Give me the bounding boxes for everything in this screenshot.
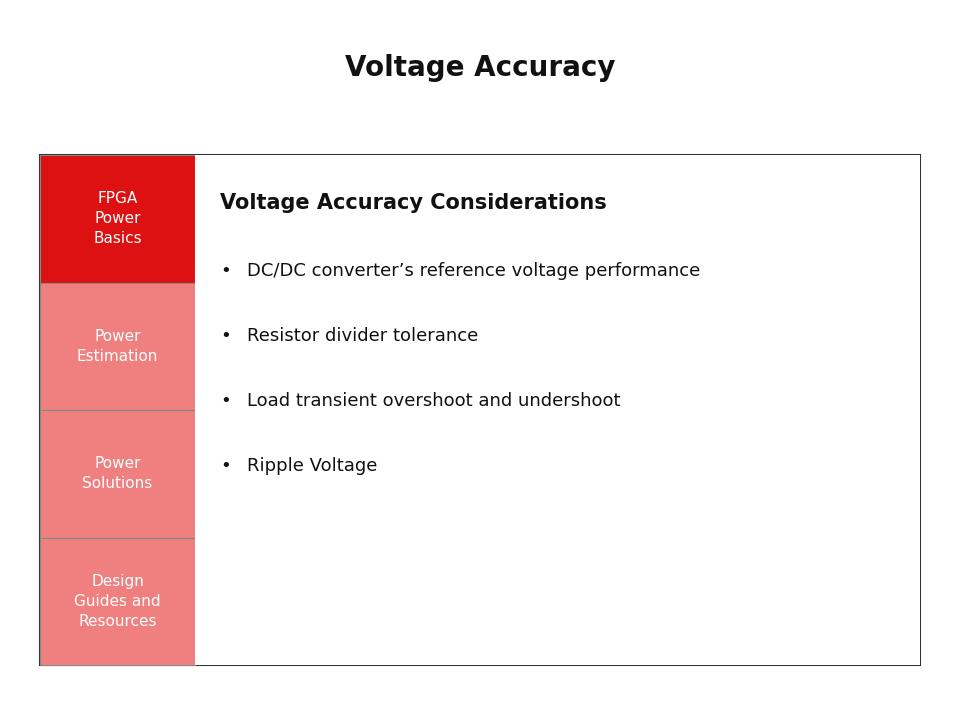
Bar xyxy=(40,410,195,538)
Text: Design
Guides and
Resources: Design Guides and Resources xyxy=(74,574,161,629)
Bar xyxy=(40,282,195,410)
Text: Ripple Voltage: Ripple Voltage xyxy=(247,457,377,475)
Text: Voltage Accuracy Considerations: Voltage Accuracy Considerations xyxy=(220,193,607,213)
Bar xyxy=(40,155,920,665)
Text: Power
Solutions: Power Solutions xyxy=(83,456,153,491)
Bar xyxy=(40,538,195,665)
Text: •: • xyxy=(220,457,230,475)
Text: Power
Estimation: Power Estimation xyxy=(77,329,158,364)
Bar xyxy=(195,155,920,665)
Text: DC/DC converter’s reference voltage performance: DC/DC converter’s reference voltage perf… xyxy=(247,262,700,280)
Bar xyxy=(40,155,195,282)
Text: Resistor divider tolerance: Resistor divider tolerance xyxy=(247,327,478,345)
Text: FPGA
Power
Basics: FPGA Power Basics xyxy=(93,192,142,246)
Text: •: • xyxy=(220,392,230,410)
Text: •: • xyxy=(220,327,230,345)
Text: Voltage Accuracy: Voltage Accuracy xyxy=(345,54,615,82)
Text: Load transient overshoot and undershoot: Load transient overshoot and undershoot xyxy=(247,392,620,410)
Text: •: • xyxy=(220,262,230,280)
